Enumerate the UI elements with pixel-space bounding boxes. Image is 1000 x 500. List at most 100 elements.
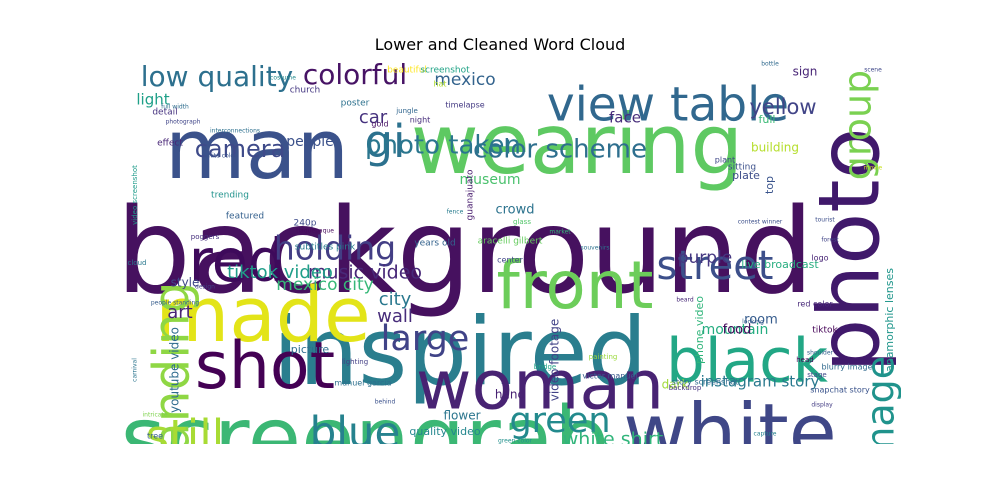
word-forest: forest [821,237,839,244]
word-art: art [167,302,193,323]
word-tiktok-video: tiktok video [227,262,333,283]
word-costume: costume [270,75,296,82]
word-green-color: green color [498,438,533,445]
word-design: design [195,284,215,291]
word-screenshot: screenshot [420,66,470,76]
word-white-shirt: white shirt [563,429,664,445]
word-interconnections: interconnections [210,128,260,135]
word-video-screenshot: video screenshot [131,165,139,225]
word-phone-video: phone video [693,296,706,364]
word-crowd: crowd [495,203,534,218]
word-plate: plate [732,169,760,182]
word-screengrab: screengrab [125,388,609,444]
word-photo: photo [800,127,899,372]
word-style: style [171,276,200,290]
word-poster: poster [341,99,370,109]
word-detail: detail [152,108,177,118]
word-light: light [136,91,169,109]
word-quality-video: quality video [409,425,480,438]
word-live-broadcast: live broadcast [741,258,819,271]
word-people-standing: people standing [151,300,199,307]
word-glass: glass [513,218,531,226]
word-looking: looking [742,319,764,326]
word-woman: woman [416,347,664,426]
word-market: market [549,229,571,236]
word-tree: tree [147,432,163,441]
word-mountain: mountain [702,322,769,338]
word-scene: scene [864,67,882,74]
word-anamorphic-lenses: anamorphic lenses [883,268,896,372]
word-backdrop: backdrop [669,384,702,392]
word-black: black [666,326,829,397]
word-gold: gold [371,120,388,129]
word-sign: sign [793,65,818,79]
word-mexico: mexico [434,70,495,90]
word-plant: plant [715,156,735,165]
word-color-scheme: color scheme [473,135,647,165]
word-red: red [189,226,286,295]
word-photograph: photograph [166,119,201,126]
word-story-screenshot: story screenshot [672,378,739,387]
word-camera: camera [195,135,286,163]
word-bottle: bottle [761,61,779,68]
word-face: face [609,109,641,127]
word-lighting: lighting [342,358,368,366]
word-picture: picture [291,343,330,356]
word-mexico-city: mexico city [276,275,373,295]
chart-title: Lower and Cleaned Word Cloud [374,35,626,54]
word-photo-taken: photo taken [365,131,521,161]
word-white-color: white color [203,153,237,160]
word-fence: fence [447,209,464,216]
word-cloud: cloud [128,259,147,267]
word-dark: dark [662,378,689,392]
word-instagram-story: instagram story [701,373,820,391]
word-holding: holding [274,229,396,268]
word-aracelli-gilbert: aracelli gilbert [478,237,543,247]
word-beautiful: beautiful [387,66,427,76]
word-front: front [496,247,653,324]
word-timelapse: timelapse [445,101,484,110]
word-youtube-video: youtube video [168,327,182,413]
word-wearing: wearing [411,96,743,193]
word-featured: featured [226,212,264,222]
word-logo: logo [811,254,828,263]
word-low-quality: low quality [141,60,294,93]
word-painting: painting [589,353,618,361]
word-tlaquepaque: tlaquepaque [296,228,334,235]
word-capture: capture [754,431,777,438]
word-inspired: inspired [273,298,648,407]
word-video-footage: video footage [548,319,562,402]
word-green: green [509,401,610,441]
word-snapchat-story: snapchat story [810,386,870,395]
word-street: street [657,243,774,289]
word-carnival: carnival [132,358,139,382]
word-room: room [744,313,778,328]
word-city: city [379,289,412,310]
word-standing: standing [143,281,201,444]
word-head: head [796,356,813,364]
word-years-old: years old [414,239,455,249]
word-image: image [859,356,902,444]
word-shot: shot [195,329,335,404]
word-night: night [410,116,431,125]
word-display: display [811,402,833,409]
word-background: background [125,182,814,320]
word-white: white [623,388,836,444]
word-contest-winner: contest winner [738,219,783,226]
word-center: center [497,256,523,265]
word-tourist: tourist [815,217,835,224]
word-jungle: jungle [395,107,418,115]
word-car: car [359,107,388,128]
word-group: group [836,70,880,180]
word-guanajuato: guanajuato [466,169,476,220]
word-trending: trending [211,191,249,201]
word-food: food [723,323,752,338]
word-people: people [286,134,333,150]
word-sitting: sitting [728,163,756,173]
word-top: top [763,176,776,194]
word-made: made [155,270,371,359]
word-victor-manuel: victor manuel [582,372,637,381]
word-stage: stage [807,371,826,379]
word-man: man [165,101,349,198]
